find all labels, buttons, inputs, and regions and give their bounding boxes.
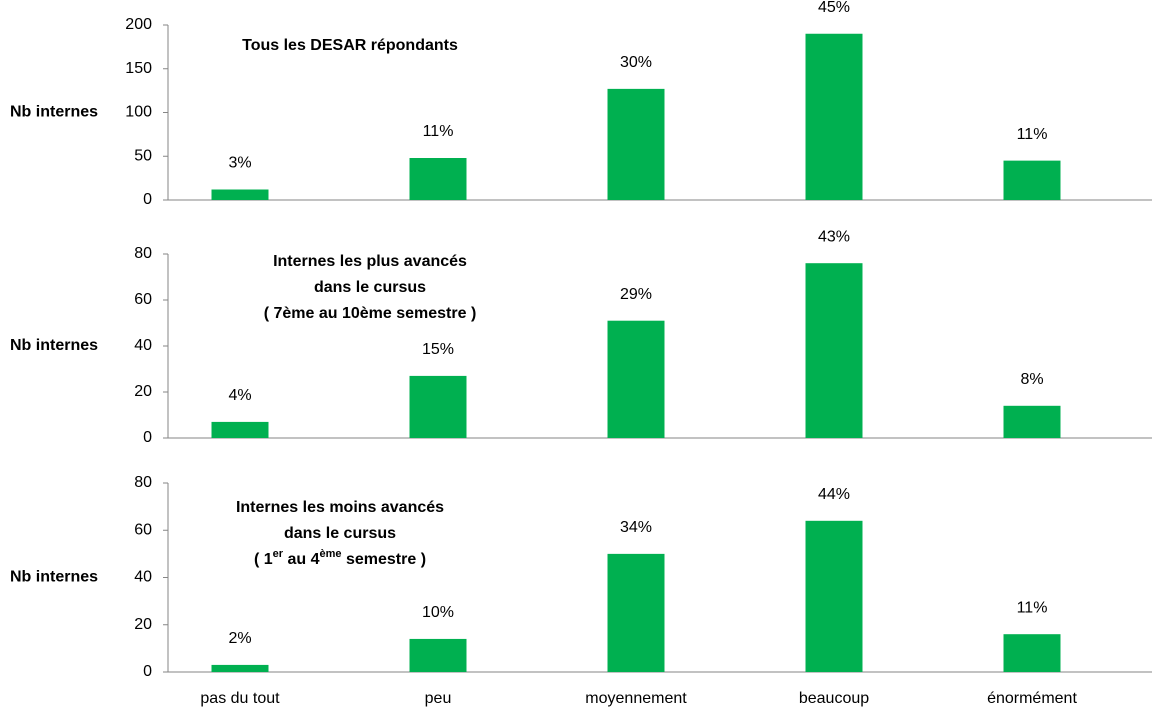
percent-label: 4% [228, 387, 251, 404]
y-tick-label: 20 [134, 383, 152, 400]
y-tick-label: 50 [134, 147, 152, 164]
chart-title: Tous les DESAR répondants [242, 37, 458, 54]
bar [211, 664, 269, 672]
y-tick-label: 40 [134, 569, 152, 586]
chart-title: ( 1er au 4ème semestre ) [254, 548, 426, 568]
bar [1003, 634, 1061, 672]
bar [607, 320, 665, 438]
percent-label: 10% [422, 604, 454, 621]
y-tick-label: 0 [143, 191, 152, 208]
bar [805, 263, 863, 438]
y-tick-label: 0 [143, 663, 152, 680]
bar [409, 638, 467, 672]
y-tick-label: 20 [134, 616, 152, 633]
percent-label: 11% [1017, 126, 1048, 143]
percent-label: 43% [818, 228, 850, 245]
title-segment: semestre ) [342, 551, 427, 568]
y-tick-label: 150 [125, 60, 152, 77]
bar [607, 553, 665, 672]
percent-label: 34% [620, 519, 652, 536]
bar [1003, 160, 1061, 200]
y-tick-label: 40 [134, 337, 152, 354]
y-tick-label: 80 [134, 474, 152, 491]
percent-label: 30% [620, 54, 652, 71]
percent-label: 15% [422, 341, 454, 358]
title-segment: ( 1 [254, 551, 273, 568]
y-tick-label: 60 [134, 291, 152, 308]
y-axis-label: Nb internes [10, 104, 98, 121]
title-segment: au 4 [283, 551, 320, 568]
percent-label: 8% [1020, 371, 1043, 388]
x-tick-label: beaucoup [799, 690, 869, 707]
y-tick-label: 200 [125, 16, 152, 33]
y-axis-label: Nb internes [10, 569, 98, 586]
x-tick-label: pas du tout [200, 690, 280, 707]
y-tick-label: 0 [143, 429, 152, 446]
x-tick-label: moyennement [585, 690, 687, 707]
x-tick-label: peu [425, 690, 452, 707]
bar [1003, 405, 1061, 438]
percent-label: 29% [620, 286, 652, 303]
percent-label: 11% [423, 123, 454, 140]
percent-label: 44% [818, 486, 850, 503]
bar [409, 158, 467, 200]
chart-title: dans le cursus [314, 279, 426, 296]
bar [211, 189, 269, 200]
x-tick-label: énormément [987, 690, 1077, 707]
bar [409, 375, 467, 438]
percent-label: 45% [818, 0, 850, 16]
y-axis-label: Nb internes [10, 337, 98, 354]
chart-title: ( 7ème au 10ème semestre ) [264, 305, 477, 322]
percent-label: 2% [228, 630, 251, 647]
bar [211, 421, 269, 438]
title-segment: ème [320, 548, 342, 560]
y-tick-label: 80 [134, 245, 152, 262]
chart-title: Internes les plus avancés [273, 253, 467, 270]
y-tick-label: 60 [134, 521, 152, 538]
bar [805, 33, 863, 200]
bar [607, 88, 665, 200]
chart-title: Internes les moins avancés [236, 499, 444, 516]
y-tick-label: 100 [125, 104, 152, 121]
bar [805, 520, 863, 672]
percent-label: 3% [228, 155, 251, 172]
title-segment: er [273, 548, 284, 560]
chart-title: dans le cursus [284, 525, 396, 542]
percent-label: 11% [1017, 599, 1048, 616]
